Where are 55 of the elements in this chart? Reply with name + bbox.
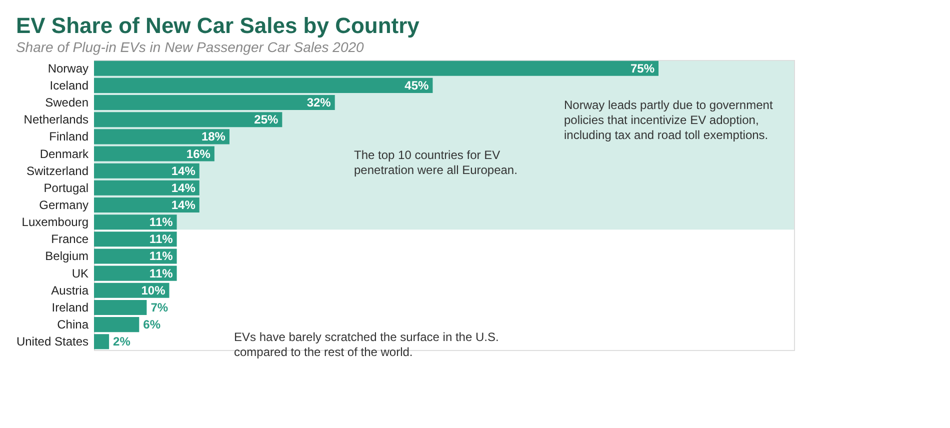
- y-tick-label: Iceland: [50, 78, 88, 92]
- bar: [94, 60, 659, 76]
- data-label: 32%: [306, 96, 332, 110]
- y-tick-label: China: [57, 318, 89, 332]
- annotation: The top 10 countries for EV penetration were all European.: [354, 148, 518, 177]
- bar: [94, 146, 214, 162]
- bar: [94, 317, 140, 332]
- data-label: 75%: [630, 61, 655, 76]
- data-label: 7%: [150, 300, 168, 314]
- data-label: 6%: [143, 318, 161, 332]
- y-tick-label: Sweden: [45, 96, 88, 110]
- y-tick-label: Austria: [51, 283, 89, 298]
- bar: [94, 197, 200, 213]
- data-label: 10%: [141, 283, 166, 298]
- bar: [94, 248, 177, 264]
- bar: [94, 180, 200, 196]
- data-label: 25%: [254, 112, 278, 127]
- bar: [94, 163, 200, 178]
- data-label: 14%: [171, 198, 196, 212]
- y-tick-label: Belgium: [45, 249, 88, 264]
- data-label: 11%: [149, 232, 174, 246]
- data-label: 14%: [171, 180, 196, 195]
- y-tick-label: Finland: [49, 130, 88, 144]
- bar: [94, 95, 335, 110]
- bar: [94, 78, 433, 93]
- data-label: 2%: [113, 334, 131, 349]
- y-tick-label: Netherlands: [24, 112, 88, 127]
- annotation: Norway leads partly due to government policies that incentivize EV adoption, including tax and road toll exemptions.: [564, 98, 774, 142]
- bar: [94, 129, 230, 144]
- y-tick-label: Denmark: [40, 146, 90, 161]
- bar: [94, 266, 177, 281]
- data-label: 18%: [201, 130, 226, 144]
- bar: [94, 300, 147, 315]
- data-label: 14%: [171, 164, 196, 178]
- data-label: 11%: [149, 266, 174, 280]
- y-tick-label: Switzerland: [26, 164, 88, 178]
- bar: [94, 112, 282, 128]
- chart-title: EV Share of New Car Sales by Country: [16, 13, 420, 38]
- data-label: 11%: [149, 215, 174, 230]
- bar: [94, 232, 177, 247]
- annotation: EVs have barely scratched the surface in the U.S. compared to the rest of the world.: [234, 330, 499, 359]
- y-tick-label: United States: [16, 334, 88, 349]
- y-tick-label: Germany: [39, 198, 88, 212]
- chart-subtitle: Share of Plug-in EVs in New Passenger Car Sales 2020: [16, 39, 364, 55]
- y-tick-label: Ireland: [52, 300, 88, 314]
- bar: [94, 334, 110, 350]
- y-tick-label: UK: [72, 266, 88, 280]
- y-tick-label: France: [51, 232, 89, 246]
- y-tick-label: Norway: [48, 61, 88, 76]
- bar: [94, 214, 177, 230]
- data-label: 11%: [149, 249, 174, 264]
- y-tick-label: Portugal: [44, 180, 88, 195]
- data-label: 45%: [404, 78, 430, 92]
- data-label: 16%: [186, 146, 211, 161]
- y-tick-label: Luxembourg: [22, 215, 88, 230]
